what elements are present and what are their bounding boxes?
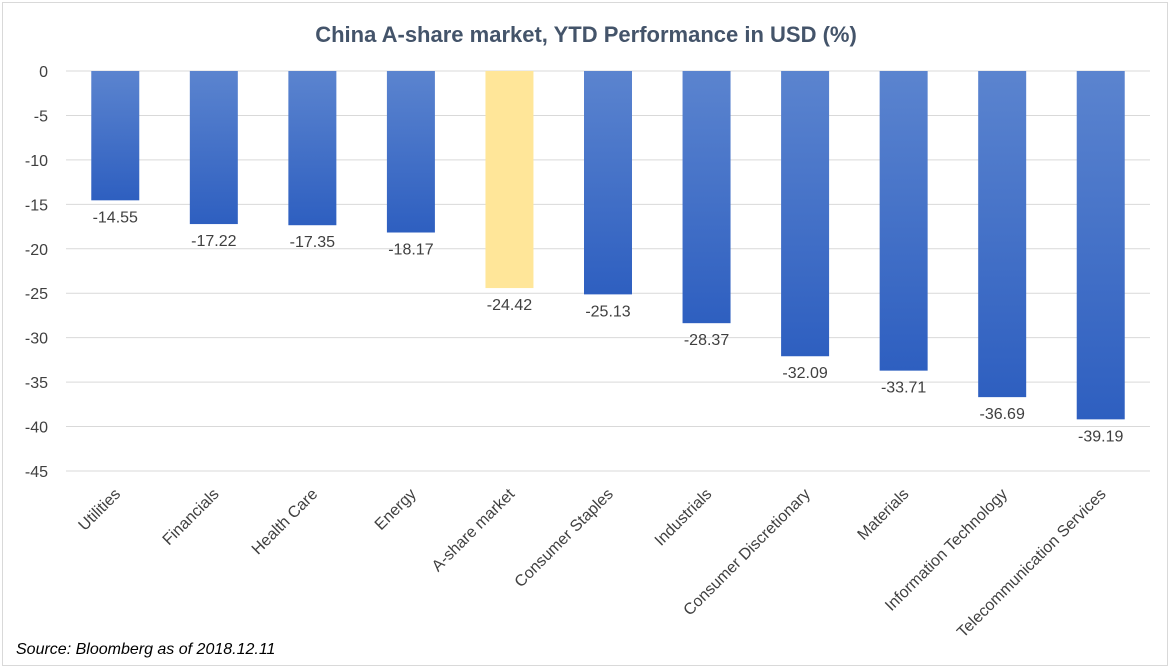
category-label: Health Care: [249, 486, 321, 558]
bar-consumer-discretionary: [781, 71, 830, 357]
y-tick-label: -10: [25, 153, 48, 170]
bar-financials: [189, 71, 238, 225]
y-tick-label: -40: [25, 420, 48, 437]
bar-information-technology: [978, 71, 1027, 398]
category-label: Financials: [160, 486, 223, 549]
bar-materials: [879, 71, 928, 371]
category-label: Energy: [372, 486, 420, 534]
data-label: -36.69: [979, 406, 1024, 423]
y-tick-label: -20: [25, 242, 48, 259]
bar-energy: [386, 71, 435, 233]
data-label: -18.17: [388, 242, 433, 259]
y-tick-label: -35: [25, 375, 48, 392]
bar-telecommunication-services: [1076, 71, 1125, 420]
y-tick-label: -30: [25, 331, 48, 348]
data-labels: -14.55 -17.22 -17.35 -18.17 -24.42 -25.13 -28.…: [93, 209, 1124, 445]
bar-industrials: [682, 71, 731, 324]
y-tick-label: -25: [25, 286, 48, 303]
data-label: -17.22: [191, 233, 236, 250]
data-label: -25.13: [585, 303, 630, 320]
bar-utilities: [91, 71, 140, 201]
bar-a-share-market: [485, 71, 534, 289]
y-axis-ticks: 0 -5 -10 -15 -20 -25 -30 -35 -40 -45: [25, 64, 48, 481]
data-label: -28.37: [684, 332, 729, 349]
data-label: -32.09: [782, 365, 827, 382]
source-note: Source: Bloomberg as of 2018.12.11: [16, 641, 276, 658]
category-label: Utilities: [76, 486, 124, 534]
data-label: -14.55: [93, 209, 138, 226]
bar-consumer-staples: [584, 71, 632, 295]
category-label: Materials: [855, 486, 913, 544]
data-label: -24.42: [487, 297, 532, 314]
y-tick-label: -5: [34, 108, 48, 125]
category-labels: Utilities Financials Health Care Energy A-sh…: [76, 485, 1110, 641]
category-label: A-share market: [429, 485, 519, 575]
bars: [91, 71, 1125, 420]
chart-title: China A-share market, YTD Performance in…: [315, 22, 857, 47]
y-tick-label: -45: [25, 464, 48, 481]
category-label: Industrials: [652, 486, 716, 550]
y-tick-label: -15: [25, 197, 48, 214]
category-label: Consumer Staples: [512, 486, 617, 591]
bar-health-care: [288, 71, 337, 226]
data-label: -39.19: [1078, 428, 1123, 445]
data-label: -33.71: [881, 380, 926, 397]
gridlines: [66, 70, 1150, 472]
data-label: -17.35: [290, 234, 335, 251]
y-tick-label: 0: [39, 64, 48, 81]
